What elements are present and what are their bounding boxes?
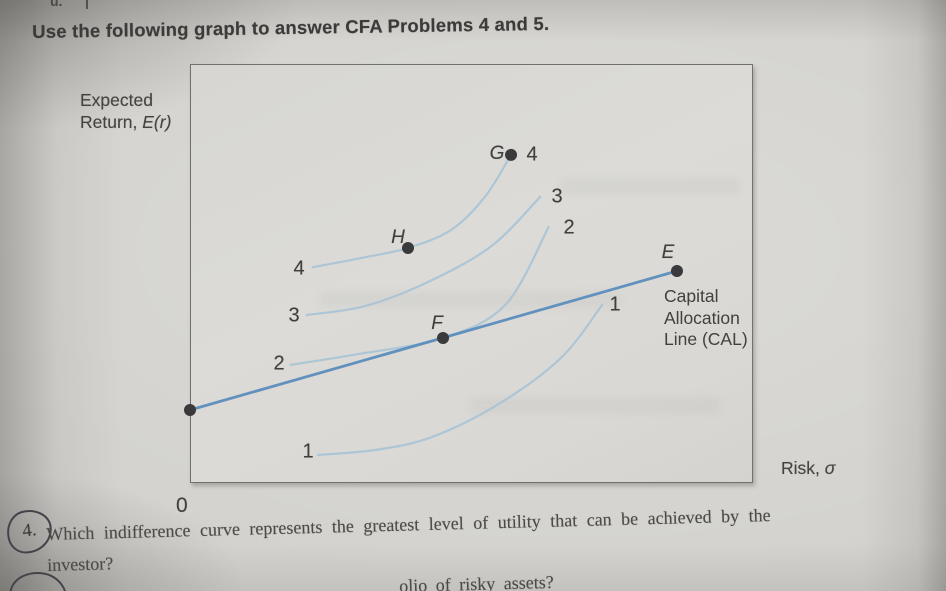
- cal-annotation-line3: Line (CAL): [664, 329, 748, 349]
- point-label-G: G: [489, 143, 505, 164]
- point-label-F: F: [431, 313, 443, 334]
- bleed-through-smudge: [320, 292, 620, 307]
- y-axis-label-line1: Expected: [80, 90, 153, 110]
- point-label-E: E: [661, 242, 675, 263]
- curve-3-left-label: 3: [288, 304, 300, 327]
- curve-1-top-label: 1: [609, 293, 621, 316]
- origin-label: 0: [176, 494, 188, 517]
- curve-3-top-label: 3: [551, 185, 563, 208]
- x-axis-label: Risk, σ: [781, 458, 836, 478]
- cal-annotation-line1: Capital: [664, 286, 719, 306]
- curve-2-left-label: 2: [273, 352, 285, 375]
- y-axis-label: Expected Return, E(r): [80, 90, 171, 133]
- cal-annotation-line2: Allocation: [664, 307, 740, 328]
- question-number: 4.: [21, 520, 38, 542]
- next-question-fragment: olio of risky assets?: [399, 571, 554, 591]
- curve-1-left-label: 1: [302, 440, 314, 463]
- figure-plot-area: [190, 64, 753, 483]
- curve-2-top-label: 2: [563, 216, 575, 239]
- question-text: Which indifference curve represents the …: [46, 500, 772, 581]
- top-edge-fragment-1: u.: [50, 0, 63, 9]
- top-edge-fragment-2: |: [85, 0, 89, 9]
- instruction-heading: Use the following graph to answer CFA Pr…: [32, 12, 550, 42]
- bleed-through-smudge: [470, 398, 720, 413]
- bleed-through-smudge: [560, 178, 740, 194]
- curve-4-left-label: 4: [293, 257, 305, 280]
- expected-return-symbol: E(r): [142, 111, 172, 132]
- sigma-symbol: σ: [824, 458, 836, 478]
- y-axis-label-line2: Return, E(r): [80, 111, 172, 132]
- cal-annotation: Capital Allocation Line (CAL): [664, 286, 748, 351]
- point-label-H: H: [391, 227, 405, 248]
- curve-4-top-label: 4: [526, 143, 538, 166]
